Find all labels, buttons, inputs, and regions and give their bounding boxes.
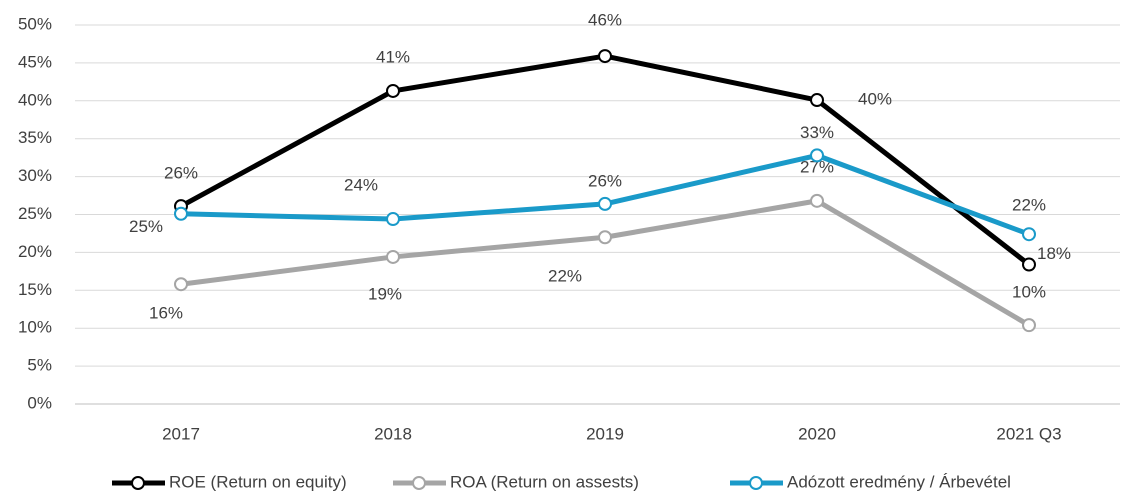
point bbox=[386, 83, 400, 98]
data-label: 18% bbox=[1037, 244, 1071, 263]
y-tick-label: 35% bbox=[18, 128, 52, 147]
point bbox=[810, 93, 824, 108]
data-label: 33% bbox=[800, 123, 834, 142]
y-tick-label: 15% bbox=[18, 280, 52, 299]
data-label: 22% bbox=[548, 267, 582, 286]
data-label: 41% bbox=[376, 47, 410, 66]
x-tick-label: 2018 bbox=[374, 424, 412, 443]
y-tick-label: 5% bbox=[27, 356, 52, 375]
y-tick-label: 50% bbox=[18, 14, 52, 33]
series-line bbox=[180, 198, 1031, 328]
data-label: 22% bbox=[1012, 196, 1046, 215]
point bbox=[810, 148, 824, 163]
point bbox=[1022, 257, 1036, 272]
data-label: 26% bbox=[164, 164, 198, 183]
legend-label: Adózott eredmény / Árbevétel bbox=[787, 472, 1011, 491]
y-tick-label: 40% bbox=[18, 90, 52, 109]
data-label: 26% bbox=[588, 171, 622, 190]
point bbox=[174, 206, 188, 221]
legend-marker bbox=[412, 476, 426, 490]
point bbox=[598, 230, 612, 245]
point bbox=[598, 196, 612, 211]
legend-marker bbox=[749, 476, 763, 490]
y-tick-label: 30% bbox=[18, 166, 52, 185]
point bbox=[810, 193, 824, 208]
point bbox=[598, 49, 612, 64]
legend-marker bbox=[131, 476, 145, 490]
x-tick-label: 2017 bbox=[162, 424, 200, 443]
point bbox=[386, 249, 400, 264]
y-tick-label: 45% bbox=[18, 52, 52, 71]
y-tick-label: 25% bbox=[18, 204, 52, 223]
x-tick-label: 2020 bbox=[798, 424, 836, 443]
data-label: 27% bbox=[800, 157, 834, 176]
y-tick-label: 0% bbox=[27, 393, 52, 412]
point bbox=[1022, 227, 1036, 242]
x-tick-label: 2019 bbox=[586, 424, 624, 443]
x-tick-label: 2021 Q3 bbox=[996, 424, 1061, 443]
legend-label: ROE (Return on equity) bbox=[169, 472, 347, 491]
legend-label: ROA (Return on assests) bbox=[450, 472, 639, 491]
data-label: 25% bbox=[129, 217, 163, 236]
point bbox=[386, 212, 400, 227]
y-tick-label: 20% bbox=[18, 242, 52, 261]
data-label: 10% bbox=[1012, 283, 1046, 302]
point bbox=[174, 277, 188, 292]
data-label: 19% bbox=[368, 284, 402, 303]
point bbox=[1022, 318, 1036, 333]
y-tick-label: 10% bbox=[18, 318, 52, 337]
data-label: 40% bbox=[858, 90, 892, 109]
data-label: 24% bbox=[344, 176, 378, 195]
data-label: 46% bbox=[588, 11, 622, 30]
data-label: 16% bbox=[149, 304, 183, 323]
